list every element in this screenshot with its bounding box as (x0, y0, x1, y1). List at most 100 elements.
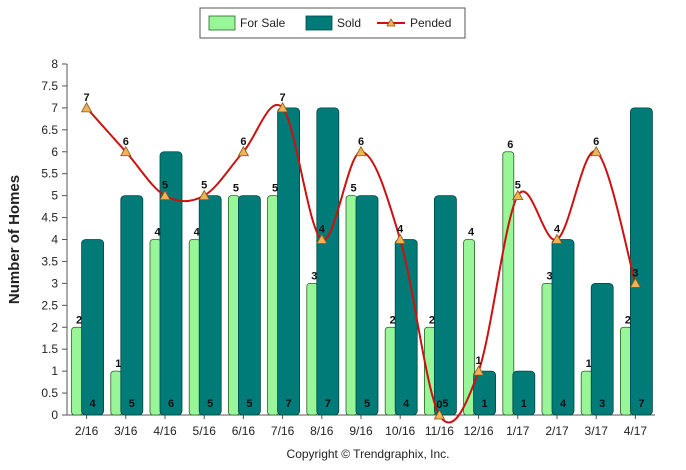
x-axis: 2/16 3/16 4/16 5/16 6/16 7/16 8/16 9/16 10/16 11/… (67, 414, 655, 438)
for-sale-value-label: 1 (586, 358, 592, 370)
sold-value-label: 1 (482, 398, 488, 410)
sold-bar (316, 107, 340, 416)
sold-value-label: 5 (364, 398, 370, 410)
x-tick-label: 1/17 (506, 424, 530, 438)
pended-value-label: 6 (240, 136, 246, 148)
for-sale-bar (71, 326, 83, 416)
for-sale-value-label: 4 (194, 227, 201, 239)
x-tick-label: 11/16 (425, 424, 454, 438)
pended-value-label: 5 (201, 180, 207, 192)
legend-box (199, 7, 466, 39)
sold-bar (81, 239, 104, 416)
pended-marker (551, 233, 563, 244)
for-sale-value-label: 2 (429, 314, 435, 326)
sold-bar (120, 195, 144, 416)
sold-value-label: 5 (207, 398, 213, 410)
pended-line-group (80, 102, 642, 424)
pended-marker (198, 189, 210, 201)
pended-value-label: 6 (123, 136, 129, 148)
x-tick-label: 2/16 (75, 424, 99, 438)
legend: For Sale Sold Pended (199, 7, 466, 39)
legend-for-sale-swatch (208, 15, 236, 31)
sold-value-label: 4 (403, 398, 410, 410)
sold-bar (512, 370, 536, 416)
y-axis: 0 0.5 1 1.5 2 2.5 3 3.5 4 4.5 5 5.5 6 6.5 7 7.5 8 (41, 57, 68, 422)
pended-marker (159, 189, 171, 201)
for-sale-bar (541, 282, 554, 416)
for-sale-bar (188, 239, 201, 416)
pended-value-label: 6 (358, 136, 364, 148)
x-tick-label: 10/16 (385, 424, 415, 438)
for-sale-value-label: 6 (507, 139, 513, 151)
sold-value-label: 3 (599, 398, 605, 410)
pended-value-label: 5 (162, 180, 168, 192)
for-sale-bar (267, 195, 280, 416)
pended-value-label: 4 (554, 224, 561, 236)
sold-value-label: 5 (246, 398, 252, 410)
for-sale-bar (384, 326, 397, 416)
pended-marker (80, 102, 93, 113)
y-tick-label: 3.5 (41, 254, 58, 268)
sold-value-label: 1 (521, 398, 527, 410)
pended-value-label: 4 (397, 224, 404, 236)
sold-value-label: 5 (442, 398, 448, 410)
sold-value-label: 4 (90, 398, 97, 410)
for-sale-value-label: 5 (233, 183, 239, 195)
sold-bar (433, 195, 457, 416)
sold-value-label: 6 (168, 398, 174, 410)
y-tick-label: 4.5 (41, 211, 58, 225)
y-tick-label: 3 (51, 276, 58, 290)
y-tick-label: 2.5 (41, 298, 58, 312)
pended-marker (629, 277, 642, 288)
pended-value-label: 6 (593, 136, 599, 148)
for-sale-bar (502, 151, 515, 416)
legend-sold-label: Sold (337, 16, 361, 30)
pended-marker (355, 145, 367, 157)
sold-bar (237, 195, 261, 416)
pended-value-label: 5 (515, 180, 521, 192)
for-sale-bar (620, 326, 632, 416)
sold-value-label: 7 (325, 398, 331, 410)
x-tick-label: 3/17 (585, 424, 609, 438)
y-tick-label: 0 (51, 408, 58, 422)
sold-bar (551, 239, 575, 416)
for-sale-value-label: 3 (311, 270, 317, 282)
pended-marker (590, 145, 602, 157)
y-tick-label: 7.5 (41, 79, 58, 93)
x-tick-label: 6/16 (232, 424, 256, 438)
legend-for-sale-label: For Sale (240, 16, 286, 30)
y-tick-label: 1.5 (41, 342, 58, 356)
sold-bar (473, 370, 497, 416)
for-sale-value-label: 3 (546, 270, 552, 282)
pended-value-label: 1 (476, 355, 482, 367)
x-tick-label: 5/16 (193, 424, 217, 438)
for-sale-bar (463, 239, 476, 416)
y-tick-label: 1 (51, 364, 58, 378)
for-sale-value-label: 2 (625, 314, 631, 326)
for-sale-bar (345, 195, 358, 416)
for-sale-bar (149, 239, 162, 416)
legend-sold-swatch (305, 15, 333, 31)
x-tick-label: 4/16 (153, 424, 177, 438)
copyright-text: Copyright © Trendgraphix, Inc. (287, 447, 450, 461)
x-tick-label: 3/16 (114, 424, 138, 438)
for-sale-bar (306, 282, 319, 416)
pended-marker (237, 145, 250, 157)
y-tick-label: 5.5 (41, 167, 58, 181)
bars (71, 107, 653, 416)
for-sale-bar (227, 195, 240, 416)
pended-marker (394, 233, 406, 244)
sold-bar (277, 107, 301, 416)
pended-marker (316, 233, 328, 244)
for-sale-value-label: 4 (468, 227, 475, 239)
pended-marker (120, 145, 132, 157)
pended-value-label: 0 (436, 399, 442, 411)
for-sale-value-label: 2 (76, 314, 82, 326)
pended-marker (433, 409, 446, 420)
sold-bar (630, 107, 653, 416)
sold-bar (355, 195, 379, 416)
x-tick-label: 12/16 (464, 424, 494, 438)
y-tick-label: 0.5 (41, 386, 58, 400)
